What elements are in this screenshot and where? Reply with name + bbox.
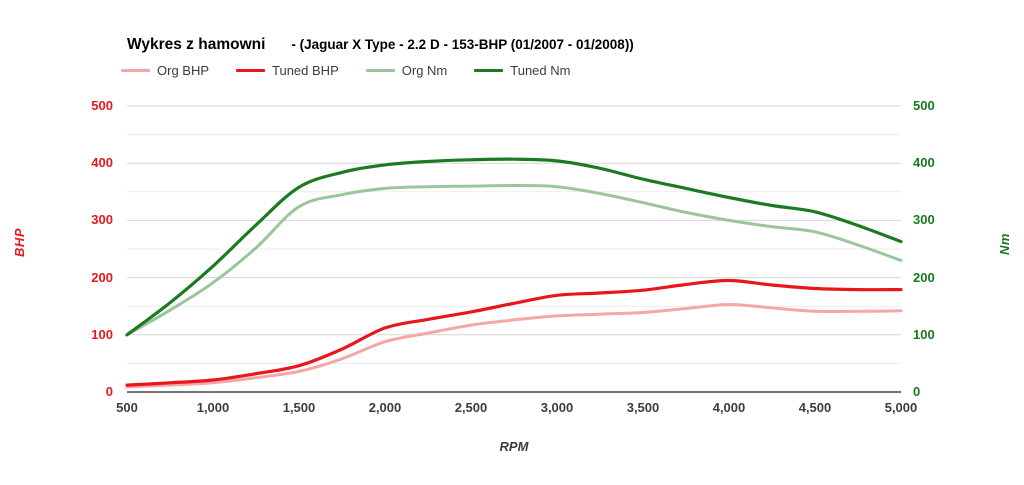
- y-tick-left-300: 300: [91, 212, 113, 228]
- y-axis-title-nm: Nm: [997, 233, 1012, 255]
- x-tick-2500: 2,500: [454, 400, 488, 415]
- y-tick-right-300: 300: [913, 212, 935, 228]
- x-tick-500: 500: [116, 400, 138, 415]
- legend-swatch-org-bhp: [121, 69, 150, 72]
- y-tick-right-500: 500: [913, 98, 935, 113]
- legend-item-tuned-nm: Tuned Nm: [474, 63, 570, 78]
- x-tick-5000: 5,000: [884, 400, 918, 415]
- curve-org-nm: [125, 183, 903, 337]
- x-tick-1000: 1,000: [196, 400, 230, 415]
- y-tick-left-100: 100: [91, 326, 113, 342]
- legend-label-tuned-nm: Tuned Nm: [510, 63, 571, 78]
- y-tick-left-400: 400: [91, 155, 113, 171]
- y-tick-right-200: 200: [913, 269, 935, 285]
- x-tick-1500: 1,500: [282, 400, 316, 415]
- x-tick-4500: 4,500: [798, 400, 832, 415]
- curve-tuned-nm: [125, 157, 903, 337]
- y-axis-title-bhp: BHP: [12, 228, 27, 257]
- legend-label-org-nm: Org Nm: [401, 63, 448, 78]
- y-axis-left-ticks: 0 100 200 300 400 500: [0, 0, 113, 485]
- legend-swatch-tuned-nm: [474, 69, 504, 72]
- curve-tuned-bhp: [125, 278, 903, 387]
- legend-item-org-nm: Org Nm: [365, 63, 448, 78]
- y-tick-right-0: 0: [913, 384, 921, 399]
- y-tick-left-200: 200: [91, 269, 113, 285]
- legend-item-org-bhp: Org BHP: [121, 63, 209, 78]
- legend-swatch-org-nm: [365, 69, 395, 72]
- chart-header: Wykres z hamowni - (Jaguar X Type - 2.2 D…: [127, 36, 634, 54]
- y-tick-left-500: 500: [91, 98, 113, 113]
- x-tick-2000: 2,000: [368, 400, 402, 415]
- legend-label-org-bhp: Org BHP: [157, 63, 210, 78]
- x-tick-4000: 4,000: [712, 400, 746, 415]
- y-axis-right-ticks: 0 100 200 300 400 500: [913, 0, 973, 485]
- legend-swatch-tuned-bhp: [236, 69, 266, 72]
- x-tick-3500: 3,500: [626, 400, 660, 415]
- y-tick-right-400: 400: [913, 155, 935, 171]
- legend-item-tuned-bhp: Tuned BHP: [236, 63, 339, 78]
- chart-subtitle: - (Jaguar X Type - 2.2 D - 153-BHP (01/2…: [291, 37, 634, 52]
- chart-title: Wykres z hamowni: [127, 36, 266, 53]
- legend-label-tuned-bhp: Tuned BHP: [272, 63, 339, 78]
- x-axis-title-rpm: RPM: [499, 439, 529, 454]
- y-tick-left-0: 0: [105, 384, 113, 399]
- legend: Org BHP Tuned BHP Org Nm Tuned Nm: [121, 63, 570, 78]
- x-tick-3000: 3,000: [540, 400, 574, 415]
- y-tick-right-100: 100: [913, 326, 935, 342]
- curve-org-bhp: [125, 302, 903, 389]
